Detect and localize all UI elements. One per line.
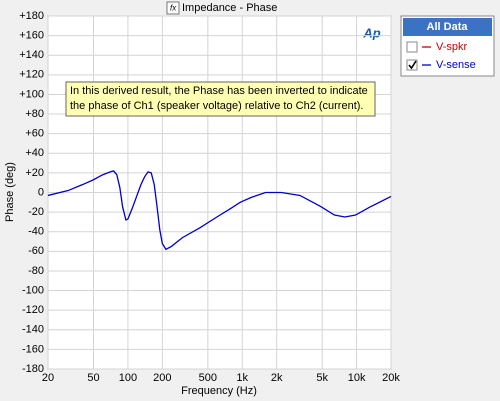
y-tick-label: -20 <box>28 206 44 218</box>
annotation-box <box>65 81 376 117</box>
y-tick-label: +160 <box>19 30 44 42</box>
legend-check <box>408 60 417 70</box>
legend-checkbox[interactable] <box>406 41 418 53</box>
title-icon-glyph: fx <box>170 4 177 13</box>
annotation-line: In this derived result, the Phase has be… <box>70 85 368 97</box>
y-tick-label: +100 <box>19 88 44 100</box>
y-tick-label: +20 <box>25 167 44 179</box>
legend-label: V-spkr <box>436 41 468 53</box>
x-tick-label: 200 <box>153 372 171 384</box>
y-tick-label: -160 <box>22 343 44 355</box>
y-tick-label: -80 <box>28 265 44 277</box>
chart-title: Impedance - Phase <box>182 2 277 14</box>
x-tick-label: 10k <box>348 372 366 384</box>
y-tick-label: -140 <box>22 324 44 336</box>
y-tick-label: -60 <box>28 245 44 257</box>
legend-checkbox[interactable] <box>406 59 418 71</box>
x-tick-label: 100 <box>119 372 137 384</box>
x-tick-label: 20 <box>42 372 54 384</box>
x-tick-label: 500 <box>199 372 217 384</box>
y-tick-label: -180 <box>22 363 44 375</box>
y-axis-label: Phase (deg) <box>4 162 16 222</box>
y-tick-label: -120 <box>22 304 44 316</box>
y-tick-label: -40 <box>28 226 44 238</box>
y-tick-label: +120 <box>19 69 44 81</box>
y-tick-label: 0 <box>38 186 44 198</box>
annotation-line: the phase of Ch1 (speaker voltage) relat… <box>70 100 363 112</box>
y-tick-label: +140 <box>19 49 44 61</box>
y-tick-label: +80 <box>25 108 44 120</box>
y-tick-label: +180 <box>19 10 44 22</box>
y-tick-label: -100 <box>22 284 44 296</box>
y-tick-label: +60 <box>25 128 44 140</box>
legend-title: All Data <box>427 21 469 33</box>
title-icon <box>166 1 180 15</box>
logo: Ap <box>362 25 380 40</box>
x-tick-label: 50 <box>87 372 99 384</box>
y-tick-label: +40 <box>25 147 44 159</box>
x-tick-label: 1k <box>236 372 248 384</box>
legend-label: V-sense <box>436 59 476 71</box>
data-line <box>47 170 392 251</box>
legend-header[interactable] <box>403 18 492 36</box>
x-axis-label: Frequency (Hz) <box>181 385 257 397</box>
x-tick-label: 2k <box>271 372 283 384</box>
x-tick-label: 20k <box>382 372 400 384</box>
x-tick-label: 5k <box>316 372 328 384</box>
